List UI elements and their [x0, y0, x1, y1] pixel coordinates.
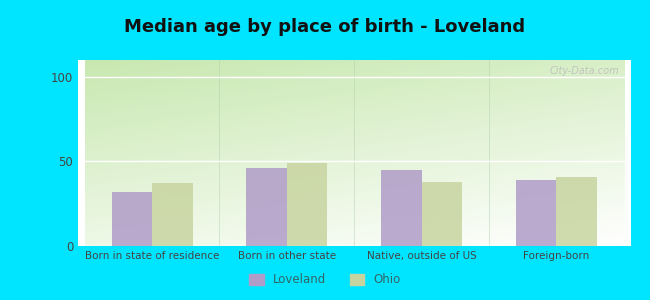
Bar	[422, 182, 462, 246]
Bar	[556, 177, 597, 246]
Bar	[516, 180, 556, 246]
Bar	[112, 192, 152, 246]
Legend: Loveland, Ohio: Loveland, Ohio	[244, 269, 406, 291]
Bar	[152, 183, 192, 246]
Bar	[381, 170, 422, 246]
Text: City-Data.com: City-Data.com	[550, 66, 619, 76]
Bar	[287, 163, 328, 246]
Bar	[246, 168, 287, 246]
Text: Median age by place of birth - Loveland: Median age by place of birth - Loveland	[124, 18, 526, 36]
